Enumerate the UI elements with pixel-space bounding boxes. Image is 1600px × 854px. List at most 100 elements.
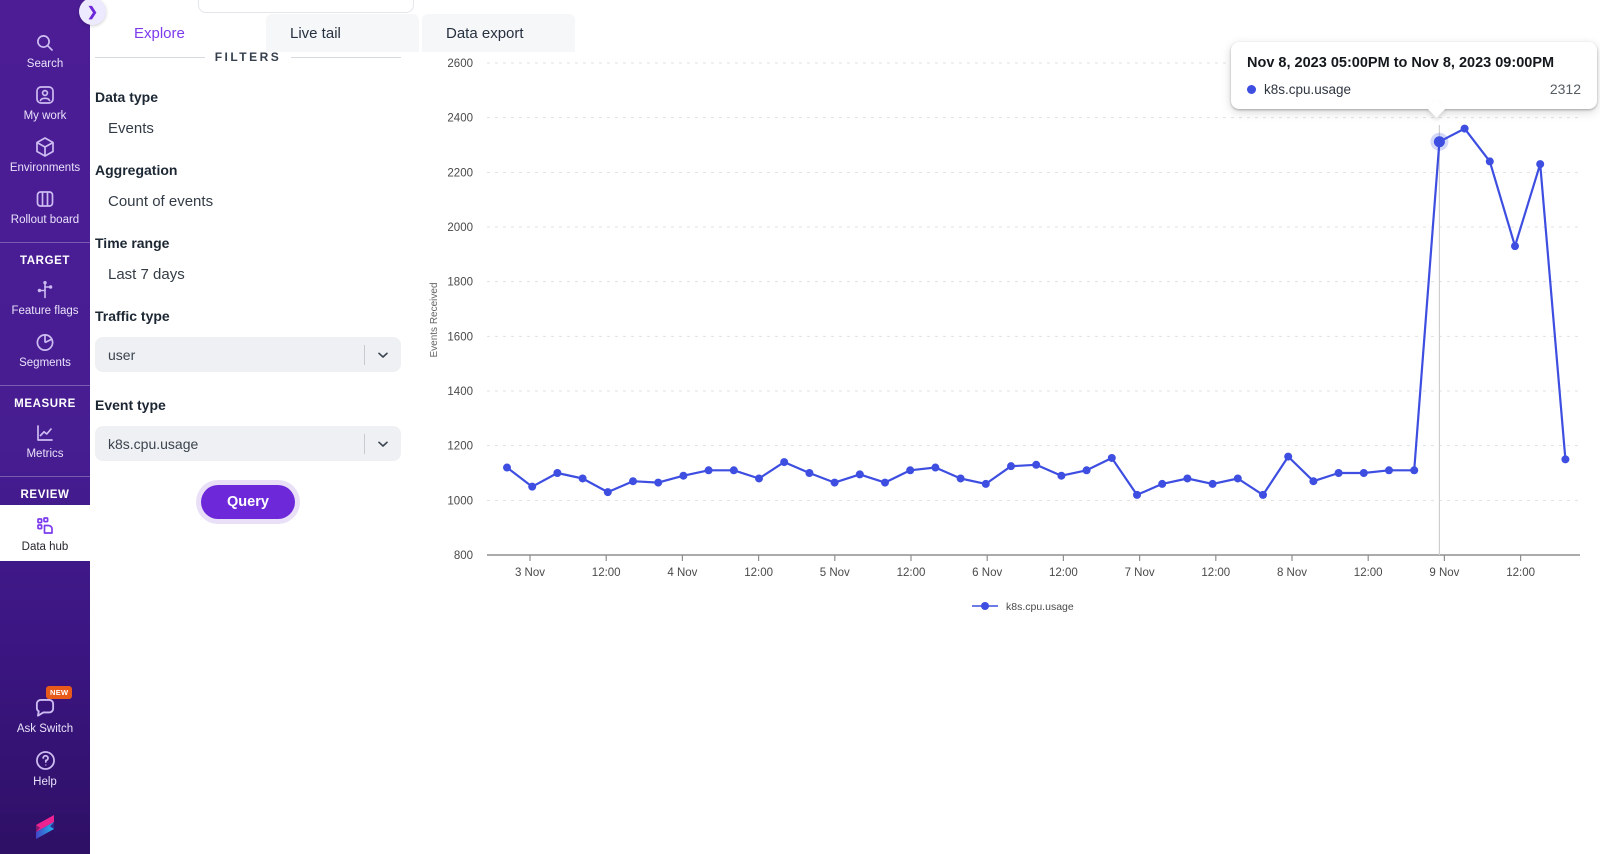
data-point[interactable] xyxy=(805,469,814,477)
x-tick-label: 12:00 xyxy=(1201,567,1230,579)
chevron-down-icon xyxy=(365,347,401,363)
data-point[interactable] xyxy=(679,471,688,480)
data-point[interactable] xyxy=(830,478,839,487)
y-tick-label: 2200 xyxy=(447,167,473,179)
data-point[interactable] xyxy=(906,466,915,475)
data-point[interactable] xyxy=(855,470,864,479)
data-point[interactable] xyxy=(1183,474,1192,483)
data-point[interactable] xyxy=(1107,453,1116,462)
data-point[interactable] xyxy=(629,477,637,486)
data-point[interactable] xyxy=(931,463,940,472)
data-point[interactable] xyxy=(1309,477,1318,486)
sidebar-item-metrics[interactable]: Metrics xyxy=(0,414,90,466)
chevron-down-icon xyxy=(365,436,401,452)
y-tick-label: 2000 xyxy=(447,222,473,234)
switch-logo[interactable] xyxy=(0,808,90,844)
data-point[interactable] xyxy=(654,478,663,487)
sidebar-divider xyxy=(0,476,90,477)
tab-explore[interactable]: Explore xyxy=(110,14,263,52)
hovered-data-point[interactable] xyxy=(1433,136,1445,148)
line-chart-icon xyxy=(33,421,57,445)
data-point[interactable] xyxy=(1133,490,1141,499)
x-tick-label: 5 Nov xyxy=(820,567,850,579)
help-icon xyxy=(33,748,58,773)
data-point[interactable] xyxy=(729,466,738,475)
data-point[interactable] xyxy=(528,482,537,491)
data-point[interactable] xyxy=(1410,466,1419,475)
y-tick-label: 1200 xyxy=(447,441,473,453)
field-event-type: Event type k8s.cpu.usage xyxy=(95,397,401,461)
sidebar-item-feature-flags[interactable]: Feature flags xyxy=(0,271,90,323)
sidebar-item-label: Data hub xyxy=(21,541,69,553)
sidebar-item-ask-switch[interactable]: NEW Ask Switch xyxy=(0,686,90,741)
data-point[interactable] xyxy=(1233,474,1242,483)
data-point[interactable] xyxy=(1334,469,1343,477)
data-point[interactable] xyxy=(1511,242,1519,251)
x-tick-label: 12:00 xyxy=(897,567,926,579)
y-axis-label: Events Received xyxy=(429,282,440,357)
sidebar-item-data-hub[interactable]: Data hub xyxy=(0,505,90,561)
tab-live-tail[interactable]: Live tail xyxy=(266,14,419,52)
sidebar-item-segments[interactable]: Segments xyxy=(0,323,90,375)
data-point[interactable] xyxy=(1082,466,1091,475)
data-point[interactable] xyxy=(1385,466,1393,475)
field-label: Time range xyxy=(95,235,170,251)
legend-dot[interactable] xyxy=(981,602,989,610)
data-point[interactable] xyxy=(1536,160,1545,169)
sidebar-section-measure: MEASURE xyxy=(14,398,76,410)
data-point[interactable] xyxy=(603,488,612,497)
sidebar-section-review: REVIEW xyxy=(20,489,70,501)
x-tick-label: 6 Nov xyxy=(972,567,1002,579)
events-received-chart[interactable]: 800 1000 1200 1400 1600 1800 2000 2200 2400 2600 3… xyxy=(420,30,1580,620)
tooltip-series-value: 2312 xyxy=(1549,81,1581,97)
field-value: Events xyxy=(108,120,154,137)
sidebar-item-my-work[interactable]: My work xyxy=(0,76,90,128)
select-divider xyxy=(364,344,365,365)
data-point[interactable] xyxy=(704,466,713,475)
search-icon xyxy=(33,31,57,55)
data-point[interactable] xyxy=(1284,452,1293,461)
field-label: Traffic type xyxy=(95,308,170,324)
query-button[interactable]: Query xyxy=(201,485,295,519)
tab-data-export[interactable]: Data export xyxy=(422,14,575,52)
x-tick-label: 8 Nov xyxy=(1277,567,1307,579)
data-point[interactable] xyxy=(1359,469,1368,477)
data-point[interactable] xyxy=(1208,479,1217,488)
data-point[interactable] xyxy=(981,479,990,488)
x-tick-label: 12:00 xyxy=(592,567,621,579)
field-value: Count of events xyxy=(108,193,214,210)
data-point[interactable] xyxy=(553,469,562,477)
x-tick-label: 12:00 xyxy=(1354,567,1383,579)
data-point[interactable] xyxy=(1057,471,1066,480)
data-point[interactable] xyxy=(1561,455,1570,464)
field-aggregation: Aggregation Count of events xyxy=(95,162,401,210)
x-tick-label: 9 Nov xyxy=(1429,567,1459,579)
data-point[interactable] xyxy=(1032,460,1041,469)
data-point[interactable] xyxy=(780,458,789,467)
data-point[interactable] xyxy=(1259,490,1267,499)
data-point[interactable] xyxy=(1158,479,1167,488)
data-point[interactable] xyxy=(1460,124,1469,133)
sidebar-item-environments[interactable]: Environments xyxy=(0,128,90,180)
sidebar-item-label: Feature flags xyxy=(11,305,79,317)
x-tick-label: 3 Nov xyxy=(515,567,545,579)
traffic-type-select[interactable]: user xyxy=(95,337,401,372)
event-type-select[interactable]: k8s.cpu.usage xyxy=(95,426,401,461)
data-point[interactable] xyxy=(1485,157,1494,166)
sidebar-expand-button[interactable]: ❯ xyxy=(79,0,106,25)
series-line xyxy=(506,127,1567,496)
data-point[interactable] xyxy=(956,474,965,483)
tooltip-series-name: k8s.cpu.usage xyxy=(1264,81,1352,97)
field-traffic-type: Traffic type user xyxy=(95,308,401,372)
sidebar-item-search[interactable]: Search xyxy=(0,24,90,76)
chart-tooltip: Nov 8, 2023 05:00PM to Nov 8, 2023 09:00… xyxy=(1231,42,1597,118)
event-type-value: k8s.cpu.usage xyxy=(108,435,199,452)
tab-bar: Explore Live tail Data export xyxy=(110,14,575,52)
data-point[interactable] xyxy=(755,474,763,483)
sidebar-item-help[interactable]: Help xyxy=(0,741,90,794)
data-point[interactable] xyxy=(881,478,889,487)
data-point[interactable] xyxy=(503,463,511,472)
data-point[interactable] xyxy=(578,474,587,483)
data-point[interactable] xyxy=(1007,462,1015,471)
sidebar-item-rollout-board[interactable]: Rollout board xyxy=(0,180,90,232)
